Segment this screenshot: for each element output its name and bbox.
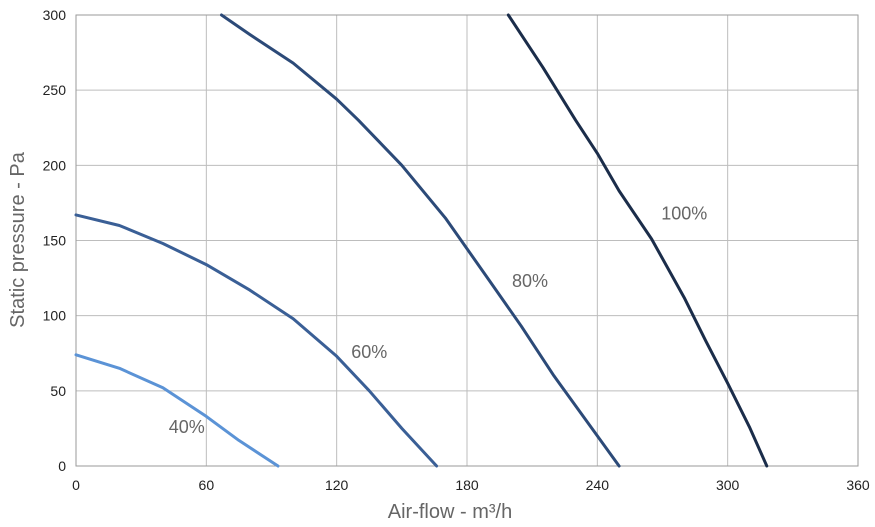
y-tick-labels: 0 50 100 150 200 250 300 xyxy=(43,7,67,474)
series-label: 100% xyxy=(661,203,707,223)
y-tick-label: 250 xyxy=(43,82,67,98)
series-label: 40% xyxy=(169,417,205,437)
series-label: 60% xyxy=(351,342,387,362)
x-tick-label: 360 xyxy=(846,477,870,493)
x-tick-label: 240 xyxy=(586,477,610,493)
x-axis-title: Air-flow - m³/h xyxy=(388,501,512,523)
y-tick-label: 100 xyxy=(43,308,67,324)
y-tick-label: 150 xyxy=(43,233,67,249)
series-line xyxy=(74,353,280,468)
series-line xyxy=(506,13,769,468)
series-line xyxy=(220,13,621,468)
y-tick-label: 0 xyxy=(58,458,66,474)
x-tick-label: 60 xyxy=(199,477,215,493)
x-tick-labels: 0 60 120 180 240 300 360 xyxy=(72,477,870,493)
gridlines xyxy=(75,14,859,467)
series-label: 80% xyxy=(512,271,548,291)
x-tick-label: 0 xyxy=(72,477,80,493)
y-axis-title: Static pressure - Pa xyxy=(7,151,29,328)
plot-frame xyxy=(75,14,859,467)
x-tick-label: 120 xyxy=(325,477,349,493)
x-tick-label: 300 xyxy=(716,477,740,493)
y-tick-label: 300 xyxy=(43,7,67,23)
x-tick-label: 180 xyxy=(455,477,479,493)
y-tick-label: 200 xyxy=(43,157,67,173)
series-labels: 40% 60% 80% 100% xyxy=(169,203,707,436)
y-tick-label: 50 xyxy=(50,383,66,399)
series-line xyxy=(74,213,439,468)
series-lines xyxy=(74,13,769,468)
